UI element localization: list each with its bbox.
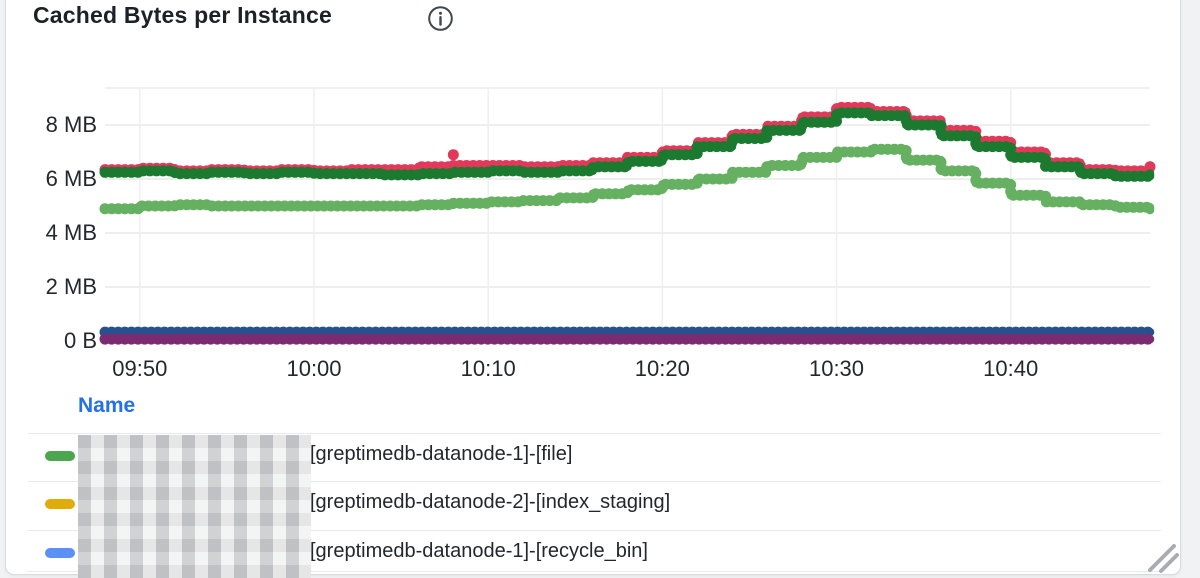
- x-tick-label: 09:50: [112, 356, 168, 381]
- outlier-dot: [447, 149, 459, 161]
- series-line-light-green-series: [100, 145, 1155, 215]
- row-separator: [28, 481, 1161, 482]
- x-tick-label: 10:00: [286, 356, 342, 381]
- row-separator: [28, 433, 1161, 434]
- legend-row[interactable]: [greptimedb-datanode-1]-[file]: [28, 434, 1161, 482]
- legend-series-name: [greptimedb-datanode-1]-[recycle_bin]: [310, 540, 648, 562]
- x-tick-label: 10:30: [808, 356, 865, 381]
- legend-column-header-name[interactable]: Name: [78, 394, 136, 417]
- x-tick-label: 10:20: [634, 356, 690, 381]
- legend-row[interactable]: [greptimedb-datanode-2]-[index_staging]: [28, 482, 1161, 530]
- y-tick-label: 4 MB: [45, 220, 97, 245]
- y-tick-label: 8 MB: [45, 112, 97, 137]
- x-tick-label: 10:40: [983, 356, 1039, 381]
- panel-title: Cached Bytes per Instance: [33, 2, 333, 28]
- series-line-dark-green-series: [100, 108, 1155, 181]
- legend-row[interactable]: [greptimedb-datanode-1]-[recycle_bin]: [28, 531, 1161, 578]
- row-separator: [28, 530, 1161, 531]
- series-color-dash: [45, 548, 75, 558]
- y-tick-label: 0 B: [63, 328, 97, 353]
- y-tick-label: 6 MB: [45, 166, 97, 191]
- x-tick-label: 10:10: [460, 356, 516, 381]
- row-separator: [28, 571, 1161, 572]
- series-color-dash: [45, 451, 75, 461]
- legend-series-name: [greptimedb-datanode-1]-[file]: [310, 443, 573, 465]
- resize-handle-icon[interactable]: [1140, 538, 1184, 576]
- series-color-dash: [45, 499, 75, 509]
- legend-series-name: [greptimedb-datanode-2]-[index_staging]: [310, 491, 671, 513]
- info-icon[interactable]: [427, 5, 454, 32]
- y-tick-label: 2 MB: [45, 274, 97, 299]
- redacted-region: [78, 435, 311, 578]
